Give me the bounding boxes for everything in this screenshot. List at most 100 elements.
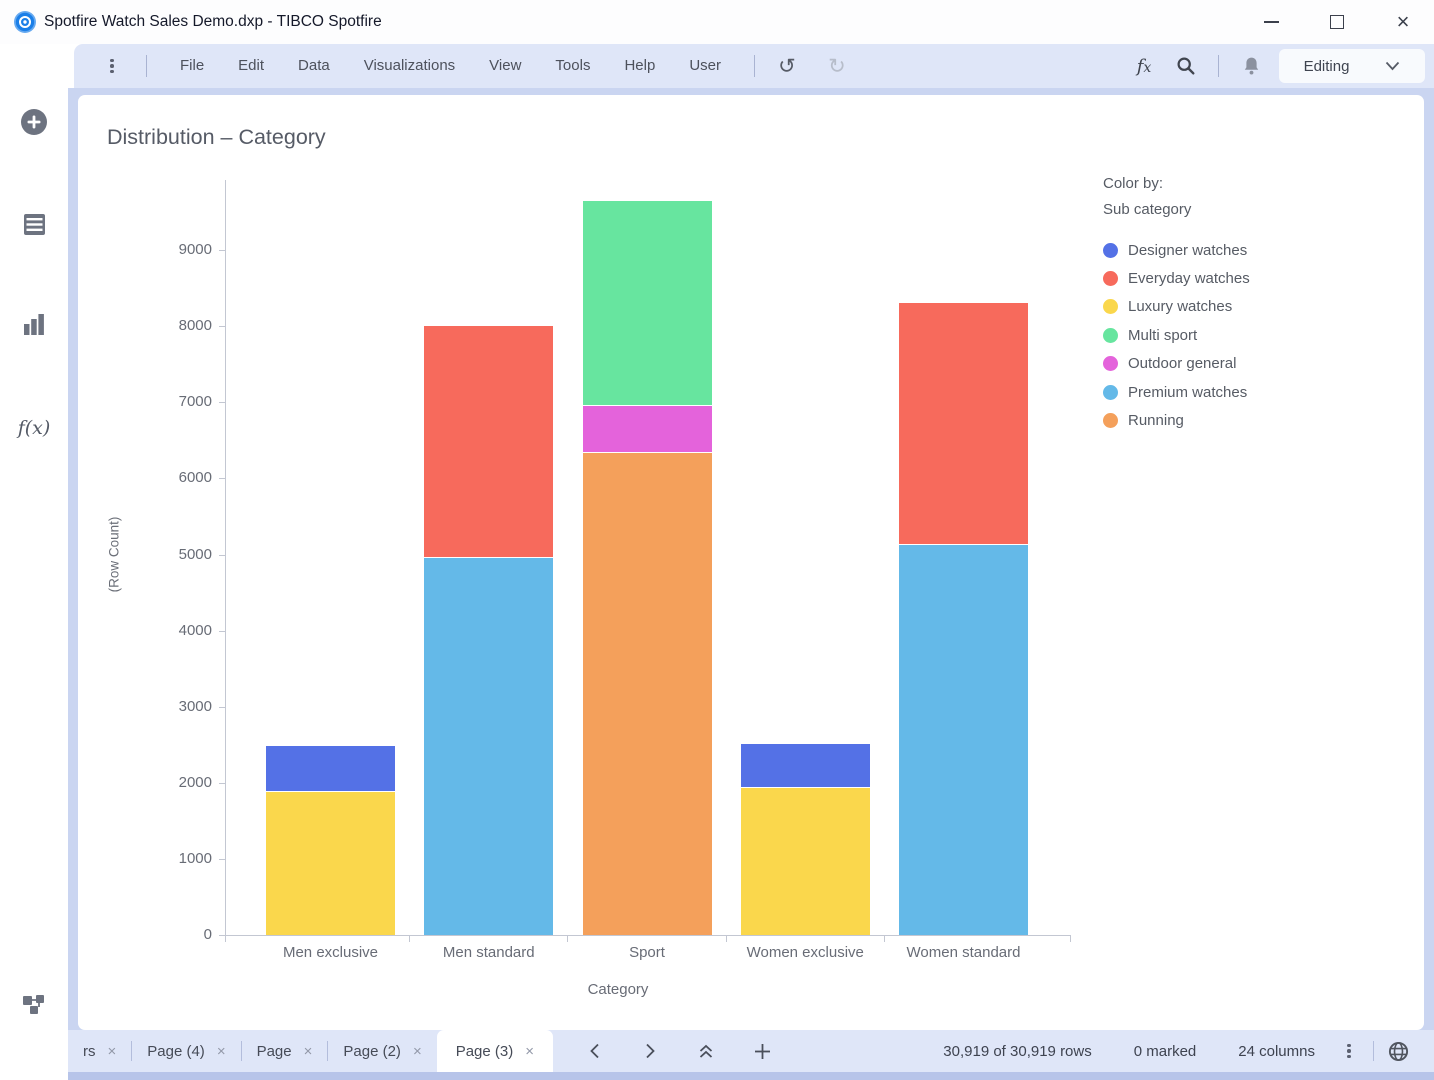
- close-button[interactable]: ×: [1370, 0, 1434, 44]
- spotfire-logo: [14, 11, 36, 33]
- legend-swatch: [1103, 384, 1118, 400]
- bar-segment-designer-watches[interactable]: [740, 743, 870, 789]
- y-axis-line: [225, 180, 226, 935]
- sidebar-item-data-canvas[interactable]: [14, 985, 54, 1025]
- y-tick-label[interactable]: 8000: [178, 317, 212, 335]
- x-tick-label[interactable]: Men exclusive: [282, 944, 379, 961]
- collaboration-button[interactable]: [1382, 1035, 1414, 1067]
- minimize-button[interactable]: [1238, 0, 1304, 44]
- next-page-button[interactable]: [635, 1036, 665, 1066]
- bar-segment-outdoor-general[interactable]: [582, 406, 712, 453]
- menu-item-file[interactable]: File: [180, 57, 205, 74]
- redo-icon: ↻: [828, 53, 846, 78]
- tab-close-icon[interactable]: ×: [107, 1042, 117, 1060]
- y-tick-label[interactable]: 6000: [178, 469, 212, 487]
- bar-segment-running[interactable]: [582, 452, 712, 935]
- menu-item-data[interactable]: Data: [298, 57, 330, 74]
- x-axis-line: [225, 935, 1070, 936]
- segment-divider: [424, 557, 554, 559]
- sidebar-item-data[interactable]: [14, 204, 54, 244]
- sidebar: f(x): [0, 44, 68, 1080]
- bar-segment-premium-watches[interactable]: [899, 544, 1028, 935]
- page-tab-page-2[interactable]: Page (2) ×: [328, 1030, 436, 1072]
- bar-segment-multi-sport[interactable]: [582, 200, 712, 407]
- menu-kebab-button[interactable]: [96, 50, 128, 82]
- tab-close-icon[interactable]: ×: [303, 1042, 313, 1060]
- menubar-divider: [1218, 55, 1219, 77]
- y-tick: [219, 478, 225, 480]
- marked-status[interactable]: 0 marked: [1133, 1042, 1197, 1060]
- bell-icon: [1244, 57, 1258, 75]
- y-tick-label[interactable]: 0: [203, 926, 212, 943]
- search-button[interactable]: [1170, 50, 1202, 82]
- insert-function-button[interactable]: fx: [1128, 50, 1160, 82]
- menu-item-edit[interactable]: Edit: [238, 57, 265, 74]
- y-tick-label[interactable]: 3000: [178, 697, 212, 715]
- y-tick-label[interactable]: 5000: [178, 545, 212, 563]
- previous-page-button[interactable]: [579, 1036, 609, 1066]
- page-tab-page[interactable]: Page ×: [242, 1030, 328, 1072]
- bar-segment-everyday-watches[interactable]: [424, 326, 554, 559]
- fx-icon: f(x): [17, 417, 51, 439]
- y-tick-label[interactable]: 2000: [178, 773, 212, 791]
- y-tick-label[interactable]: 4000: [178, 621, 212, 639]
- maximize-button[interactable]: [1304, 0, 1370, 44]
- legend-item-outdoor-general[interactable]: Outdoor general: [1103, 350, 1403, 378]
- visualization-canvas: Distribution – Category (Row Count) Cate…: [78, 95, 1424, 1030]
- tab-close-icon[interactable]: ×: [216, 1042, 226, 1060]
- bar-segment-premium-watches[interactable]: [424, 558, 554, 935]
- sidebar-item-add[interactable]: [14, 102, 54, 142]
- minimize-icon: [1263, 21, 1279, 23]
- bar-segment-luxury-watches[interactable]: [266, 791, 395, 935]
- y-tick-label[interactable]: 7000: [178, 393, 212, 411]
- chart-title: Distribution – Category: [107, 125, 326, 149]
- tab-divider: [131, 1041, 133, 1061]
- legend-item-label: Multi sport: [1128, 326, 1198, 344]
- menu-item-visualizations[interactable]: Visualizations: [363, 57, 456, 74]
- page-tab-rs[interactable]: rs ×: [68, 1030, 131, 1072]
- x-axis-title[interactable]: Category: [587, 981, 649, 998]
- legend-item-label: Premium watches: [1128, 383, 1248, 401]
- sidebar-item-visualizations[interactable]: [14, 305, 54, 345]
- columns-status[interactable]: 24 columns: [1238, 1042, 1315, 1060]
- legend-item-multi-sport[interactable]: Multi sport: [1103, 321, 1403, 349]
- y-tick-label[interactable]: 1000: [178, 849, 212, 867]
- legend-item-running[interactable]: Running: [1103, 406, 1403, 434]
- y-tick: [219, 935, 225, 936]
- redo-button[interactable]: ↻: [821, 50, 853, 82]
- add-page-button[interactable]: [747, 1036, 777, 1066]
- legend-item-luxury-watches[interactable]: Luxury watches: [1103, 293, 1403, 321]
- expand-pages-button[interactable]: [691, 1036, 721, 1066]
- x-tick: [409, 935, 410, 942]
- bar-segment-luxury-watches[interactable]: [740, 788, 870, 935]
- menu-item-user[interactable]: User: [689, 57, 721, 74]
- menu-item-tools[interactable]: Tools: [555, 57, 591, 74]
- segment-divider: [266, 790, 395, 792]
- page-tab-page-4[interactable]: Page (4) ×: [132, 1030, 240, 1072]
- page-tab-page-3[interactable]: Page (3) ×: [436, 1030, 554, 1072]
- data-table-icon: [23, 213, 45, 235]
- legend-item-designer-watches[interactable]: Designer watches: [1103, 236, 1403, 264]
- legend-item-everyday-watches[interactable]: Everyday watches: [1103, 264, 1403, 292]
- x-tick-label[interactable]: Sport: [629, 944, 665, 961]
- statusbar-kebab-button[interactable]: [1333, 1035, 1365, 1067]
- menu-item-view[interactable]: View: [489, 57, 522, 74]
- notifications-button[interactable]: [1235, 50, 1267, 82]
- tab-close-icon[interactable]: ×: [525, 1042, 535, 1060]
- legend-subtitle[interactable]: Sub category: [1103, 201, 1192, 218]
- legend-item-premium-watches[interactable]: Premium watches: [1103, 378, 1403, 406]
- bar-segment-designer-watches[interactable]: [266, 746, 395, 792]
- tab-divider: [240, 1041, 242, 1061]
- menu-item-help[interactable]: Help: [624, 57, 656, 74]
- editing-mode-dropdown[interactable]: Editing: [1279, 49, 1425, 83]
- bar-segment-everyday-watches[interactable]: [899, 303, 1028, 545]
- rows-status[interactable]: 30,919 of 30,919 rows: [943, 1042, 1092, 1060]
- sidebar-item-functions[interactable]: f(x): [14, 408, 54, 448]
- x-tick-label[interactable]: Women standard: [906, 944, 1021, 961]
- tab-close-icon[interactable]: ×: [412, 1042, 422, 1060]
- x-tick-label[interactable]: Men standard: [442, 944, 535, 961]
- y-tick-label[interactable]: 9000: [178, 241, 212, 259]
- undo-button[interactable]: ↺: [771, 50, 803, 82]
- y-tick: [219, 858, 225, 860]
- x-tick-label[interactable]: Women exclusive: [746, 944, 864, 961]
